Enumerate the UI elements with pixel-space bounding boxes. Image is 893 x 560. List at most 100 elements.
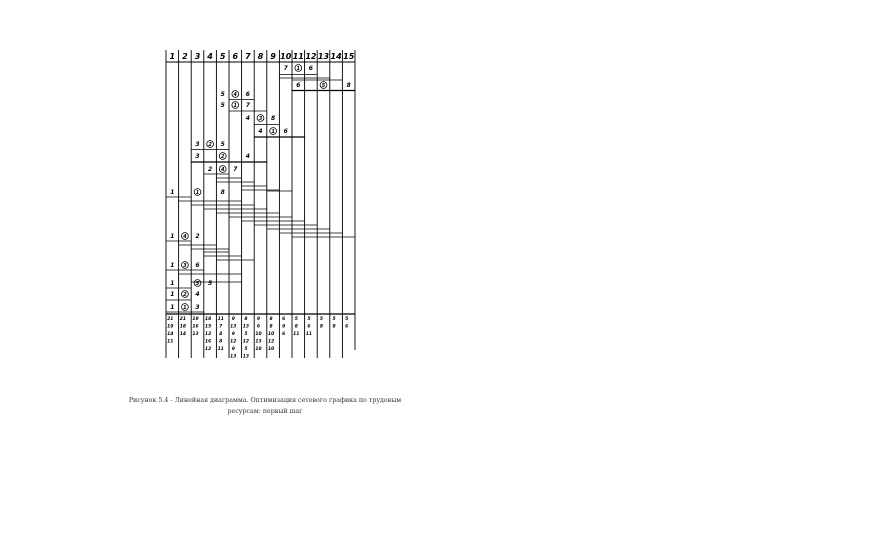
work-value: 8	[347, 82, 351, 89]
work-value: 4	[246, 115, 250, 122]
resource-total: 6	[282, 331, 285, 337]
work-value: 6	[309, 65, 313, 72]
work-value: 1	[170, 304, 174, 311]
circled-work-marker	[218, 152, 227, 160]
resource-total: 18	[180, 324, 186, 330]
circled-work-marker	[218, 165, 227, 173]
resource-total: 6	[307, 324, 310, 330]
work-value: 3	[195, 141, 199, 148]
work-value: 2	[195, 233, 199, 240]
work-value: 1	[170, 189, 174, 196]
work-value: 1	[170, 291, 174, 298]
resource-total: 19	[192, 316, 198, 322]
column-header: 7	[245, 52, 251, 61]
resource-total: 13	[243, 354, 249, 360]
column-header: 1	[170, 52, 176, 61]
work-number: 4	[183, 234, 187, 240]
work-number: 1	[196, 190, 199, 196]
work-number: 5	[322, 83, 326, 89]
work-value: 5	[221, 102, 225, 109]
work-value: 5	[208, 280, 212, 287]
resource-total: 7	[219, 324, 223, 330]
resource-total: 10	[255, 331, 261, 337]
resource-total: 13	[243, 324, 249, 330]
circled-work-marker	[206, 140, 214, 148]
circled-work-marker	[181, 261, 189, 269]
circled-work-marker	[269, 127, 277, 135]
column-header: 13	[318, 52, 330, 61]
resource-total: 16	[205, 339, 211, 345]
figure-caption: Рисунок 5.4 - Линейная диаграмма. Оптими…	[128, 397, 402, 404]
work-value: 8	[221, 189, 225, 196]
resource-total: 16	[192, 324, 198, 330]
work-value: 5	[221, 141, 225, 148]
work-value: 7	[284, 65, 289, 72]
circled-work-marker	[231, 90, 240, 98]
column-header: 3	[195, 52, 201, 61]
work-value: 1	[170, 262, 174, 269]
resource-total: 19	[167, 324, 173, 330]
resource-total: 12	[205, 331, 211, 337]
resource-total: 11	[306, 331, 312, 337]
work-value: 6	[296, 82, 300, 89]
column-header: 15	[343, 52, 355, 61]
resource-total: 11	[218, 316, 224, 322]
work-number: 2	[183, 292, 187, 298]
work-value: 1	[170, 280, 174, 287]
column-header: 10	[280, 52, 292, 61]
work-number: 2	[208, 142, 212, 148]
resource-total: 5	[320, 316, 323, 322]
circled-work-marker	[319, 81, 328, 89]
work-value: 1	[170, 233, 174, 240]
resource-total: 8	[270, 316, 273, 322]
resource-total: 8	[320, 324, 323, 330]
resource-total: 13	[192, 331, 198, 337]
resource-total: 10	[268, 346, 274, 352]
column-header: 6	[233, 52, 239, 61]
circled-work-marker	[231, 101, 240, 109]
resource-total: 12	[205, 346, 211, 352]
resource-total: 21	[180, 316, 186, 322]
resource-total: 9	[257, 316, 260, 322]
column-header: 2	[182, 52, 188, 61]
work-value: 6	[195, 262, 199, 269]
resource-total: 10	[255, 346, 261, 352]
circled-work-marker	[181, 290, 189, 298]
resource-total: 8	[295, 324, 298, 330]
resource-total: 8	[270, 324, 273, 330]
resource-total: 9	[232, 346, 235, 352]
resource-total: 12	[243, 339, 249, 345]
circled-work-marker	[294, 64, 303, 72]
work-value: 4	[246, 153, 250, 160]
resource-total: 6	[345, 324, 348, 330]
resource-total: 11	[167, 339, 173, 345]
resource-total: 8	[244, 316, 247, 322]
resource-total: 21	[167, 316, 173, 322]
work-value: 7	[246, 102, 251, 109]
work-number: 3	[183, 263, 187, 269]
column-header: 12	[305, 52, 317, 61]
work-number: 5	[196, 281, 200, 287]
resource-total: 11	[218, 346, 224, 352]
work-number: 1	[234, 103, 237, 109]
resource-total: 5	[295, 316, 298, 322]
circled-work-marker	[256, 114, 265, 122]
resource-total: 5	[307, 316, 310, 322]
work-number: 2	[221, 154, 225, 160]
work-value: 6	[284, 128, 288, 135]
work-number: 4	[221, 167, 225, 173]
circled-work-marker	[181, 303, 189, 311]
resource-total: 4	[219, 331, 222, 337]
circled-work-marker	[181, 232, 189, 240]
work-value: 8	[271, 115, 275, 122]
work-number: 1	[271, 129, 274, 135]
work-number: 3	[259, 116, 263, 122]
resource-total: 15	[205, 324, 211, 330]
work-number: 1	[183, 305, 186, 311]
circled-work-marker	[193, 188, 202, 196]
column-header: 4	[206, 52, 213, 61]
resource-total: 8	[333, 324, 336, 330]
resource-total: 8	[219, 339, 222, 345]
work-number: 1	[297, 66, 300, 72]
